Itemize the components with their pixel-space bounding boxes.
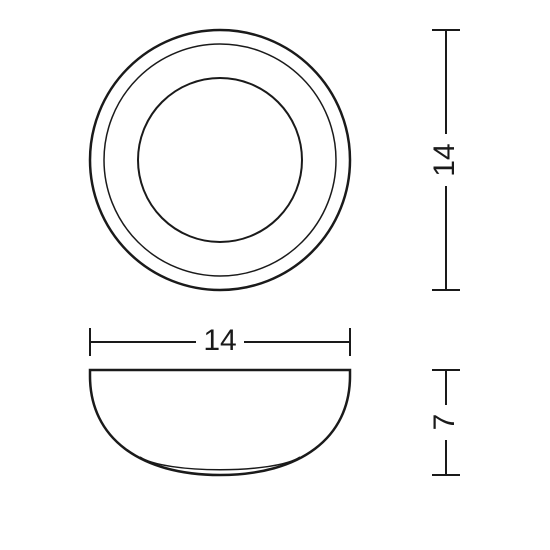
top-inner-circle — [138, 78, 302, 242]
dimension-side-height: 7 — [428, 370, 461, 475]
dim-label-side-width: 14 — [203, 324, 236, 357]
dimension-top-diameter: 14 — [428, 30, 461, 290]
dimension-side-width: 14 — [90, 324, 350, 357]
side-outer-profile — [90, 370, 350, 475]
side-view — [90, 370, 350, 475]
dim-label-side-height: 7 — [428, 414, 461, 431]
top-outer-circle — [90, 30, 350, 290]
dim-label-top-diameter: 14 — [428, 143, 461, 176]
dimension-drawing: 14 14 7 — [0, 0, 550, 550]
top-view — [90, 30, 350, 290]
